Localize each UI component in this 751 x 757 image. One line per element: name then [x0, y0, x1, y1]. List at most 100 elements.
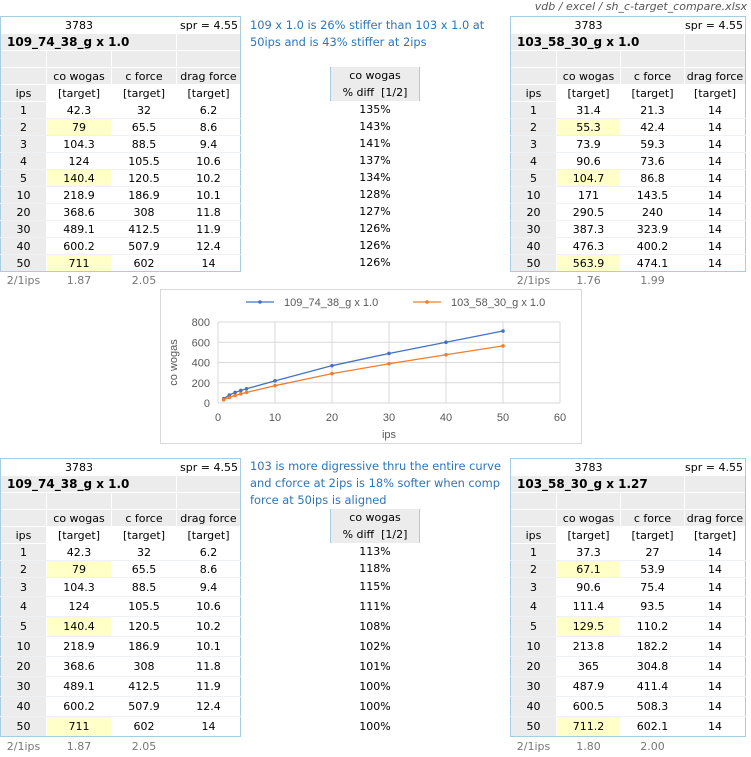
ips-cell[interactable]: 20 [510, 203, 557, 221]
ips-cell[interactable]: 20 [510, 656, 557, 677]
column-unit[interactable]: [target] [620, 526, 685, 544]
c-force-cell[interactable]: 21.3 [620, 101, 685, 119]
ips-cell[interactable]: 50 [0, 254, 47, 272]
ratio-value[interactable]: 1.99 [640, 273, 665, 287]
c-force-cell[interactable]: 59.3 [620, 135, 685, 153]
co-wogas-cell[interactable]: 90.6 [556, 577, 621, 597]
c-force-cell[interactable]: 88.5 [111, 577, 177, 597]
column-unit[interactable]: [target] [176, 526, 241, 544]
pct-value[interactable]: 126% [359, 256, 391, 269]
blank-cell[interactable] [0, 16, 47, 34]
drag-force-cell[interactable]: 8.6 [176, 118, 241, 136]
column-unit[interactable]: [target] [556, 84, 621, 102]
co-wogas-cell[interactable]: 600.2 [46, 237, 112, 255]
co-wogas-cell[interactable]: 218.9 [46, 636, 112, 657]
column-header[interactable]: drag force [684, 509, 746, 527]
co-wogas-cell[interactable]: 73.9 [556, 135, 621, 153]
drag-force-cell[interactable]: 6.2 [176, 101, 241, 119]
ips-cell[interactable]: 1 [510, 101, 557, 119]
blank-cell[interactable] [111, 50, 177, 68]
spr-cell[interactable]: spr = 4.55 [111, 458, 241, 476]
ratio-value[interactable] [685, 272, 746, 289]
co-wogas-cell[interactable]: 489.1 [46, 676, 112, 697]
drag-force-cell[interactable]: 14 [684, 716, 746, 737]
pct-value[interactable]: 100% [359, 719, 391, 733]
c-force-cell[interactable]: 32 [111, 101, 177, 119]
ratio-value[interactable]: 2.05 [131, 740, 157, 753]
ips-cell[interactable]: 2 [0, 118, 47, 136]
ips-cell[interactable]: 20 [0, 203, 47, 221]
c-force-cell[interactable]: 105.5 [111, 596, 177, 617]
blank-cell[interactable] [176, 492, 241, 510]
blank-cell[interactable] [510, 458, 557, 476]
pct-value[interactable]: 128% [359, 188, 391, 201]
ratio-label[interactable]: 2/1ips [516, 273, 551, 287]
blank-cell[interactable] [620, 50, 685, 68]
drag-force-cell[interactable]: 10.6 [176, 596, 241, 617]
blank-cell[interactable] [684, 50, 746, 68]
ratio-value[interactable]: 1.87 [66, 740, 92, 753]
column-header[interactable]: co wogas [46, 509, 112, 527]
co-wogas-cell[interactable]: 42.3 [46, 543, 112, 561]
pct-value[interactable]: 135% [359, 103, 391, 116]
table-title[interactable]: 103_58_30_g x 1.0 [510, 33, 685, 51]
ips-cell[interactable]: 50 [0, 716, 47, 737]
ips-cell[interactable]: 10 [0, 636, 47, 657]
pct-value[interactable]: 101% [359, 659, 391, 673]
c-force-cell[interactable]: 32 [111, 543, 177, 561]
pct-value[interactable]: 137% [359, 154, 391, 167]
c-force-cell[interactable]: 105.5 [111, 152, 177, 170]
table-title[interactable]: 103_58_30_g x 1.27 [510, 475, 685, 493]
co-wogas-cell[interactable]: 600.2 [46, 696, 112, 717]
ratio-value[interactable]: 2.00 [640, 740, 665, 753]
ips-cell[interactable]: 4 [0, 152, 47, 170]
drag-force-cell[interactable]: 14 [684, 254, 746, 272]
c-force-cell[interactable]: 507.9 [111, 237, 177, 255]
ratio-label[interactable]: 2/1ips [6, 273, 41, 287]
ips-cell[interactable]: 30 [510, 676, 557, 697]
drag-force-cell[interactable]: 12.4 [176, 696, 241, 717]
blank-cell[interactable] [510, 16, 557, 34]
drag-force-cell[interactable]: 14 [176, 254, 241, 272]
c-force-cell[interactable]: 93.5 [620, 596, 685, 617]
drag-force-cell[interactable]: 14 [684, 636, 746, 657]
co-wogas-cell[interactable]: 104.3 [46, 577, 112, 597]
co-wogas-cell[interactable]: 140.4 [46, 169, 112, 187]
ips-cell[interactable]: 20 [0, 656, 47, 677]
co-wogas-cell[interactable]: 124 [46, 596, 112, 617]
ips-cell[interactable]: 30 [510, 220, 557, 238]
drag-force-cell[interactable]: 12.4 [176, 237, 241, 255]
column-header[interactable] [510, 67, 557, 85]
ips-cell[interactable]: 1 [0, 101, 47, 119]
ips-cell[interactable]: 1 [510, 543, 557, 561]
drag-force-cell[interactable]: 10.2 [176, 169, 241, 187]
drag-force-cell[interactable]: 11.8 [176, 656, 241, 677]
c-force-cell[interactable]: 304.8 [620, 656, 685, 677]
co-wogas-cell[interactable]: 711 [46, 254, 112, 272]
blank-cell[interactable] [510, 50, 557, 68]
c-force-cell[interactable]: 507.9 [111, 696, 177, 717]
co-wogas-cell[interactable]: 140.4 [46, 616, 112, 637]
ips-cell[interactable]: 4 [0, 596, 47, 617]
drag-force-cell[interactable]: 14 [684, 577, 746, 597]
ips-cell[interactable]: 30 [0, 676, 47, 697]
co-wogas-cell[interactable]: 600.5 [556, 696, 621, 717]
c-force-cell[interactable]: 143.5 [620, 186, 685, 204]
pct-value[interactable]: 113% [359, 545, 391, 558]
column-unit[interactable]: [target] [684, 84, 746, 102]
column-unit[interactable]: [target] [46, 84, 112, 102]
c-force-cell[interactable]: 602 [111, 254, 177, 272]
c-force-cell[interactable]: 120.5 [111, 169, 177, 187]
drag-force-cell[interactable]: 14 [684, 656, 746, 677]
spr-cell[interactable]: spr = 4.55 [111, 16, 241, 34]
ips-cell[interactable]: 4 [510, 152, 557, 170]
co-wogas-cell[interactable]: 365 [556, 656, 621, 677]
pct-header[interactable]: co wogas [330, 509, 420, 526]
column-header[interactable]: co wogas [556, 509, 621, 527]
pct-value[interactable]: 115% [359, 580, 391, 593]
ips-header[interactable]: ips [0, 526, 47, 544]
pct-value[interactable]: 143% [359, 120, 391, 133]
column-header[interactable]: c force [620, 67, 685, 85]
co-wogas-cell[interactable]: 476.3 [556, 237, 621, 255]
co-wogas-cell[interactable]: 37.3 [556, 543, 621, 561]
